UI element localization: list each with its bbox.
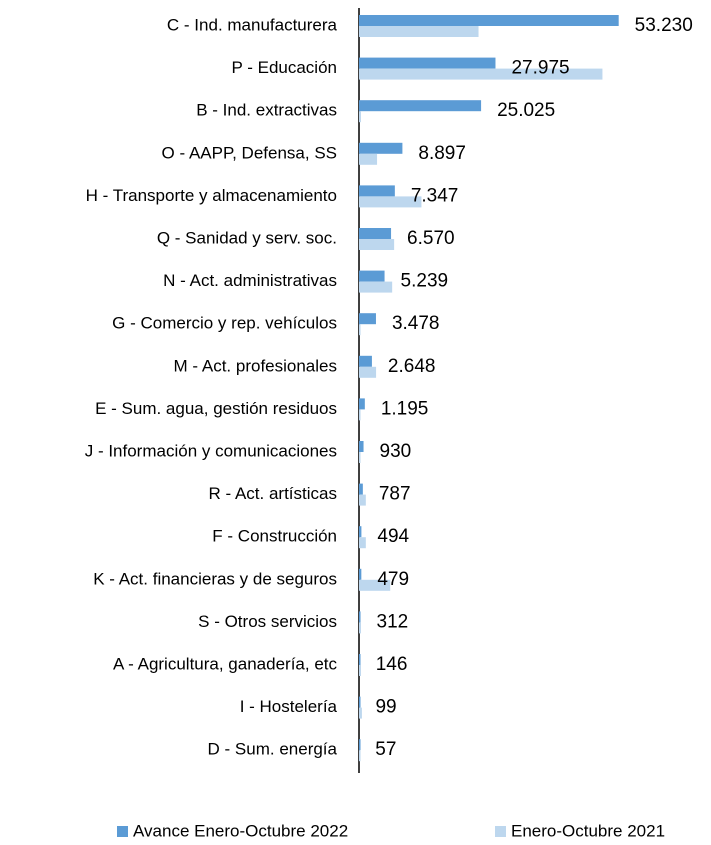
bar (359, 228, 392, 239)
bar (359, 452, 361, 463)
category-label: N - Act. administrativas (163, 271, 337, 290)
bar (359, 409, 361, 421)
value-label: 479 (377, 569, 409, 590)
bar (359, 611, 361, 623)
bar (359, 15, 619, 26)
bar (359, 239, 395, 250)
value-label: 930 (380, 441, 412, 462)
category-label: D - Sum. energía (208, 740, 338, 759)
bar (359, 111, 361, 123)
bar (359, 398, 365, 410)
category-label: Q - Sanidad y serv. soc. (157, 228, 337, 247)
category-label: R - Act. artísticas (209, 484, 337, 503)
value-label: 1.195 (381, 398, 429, 419)
category-label: O - AAPP, Defensa, SS (162, 143, 337, 162)
bar (359, 739, 361, 751)
category-label: K - Act. financieras y de seguros (93, 569, 337, 588)
legend-label: Enero-Octubre 2021 (511, 821, 665, 840)
bar (359, 270, 385, 282)
bar (359, 57, 496, 69)
value-label: 494 (377, 526, 409, 547)
value-label: 6.570 (407, 228, 455, 249)
bar (359, 494, 366, 506)
legend-swatch (117, 826, 128, 837)
bar (359, 324, 361, 336)
value-label: 787 (379, 484, 411, 505)
bar (359, 696, 361, 708)
value-label: 27.975 (511, 58, 569, 79)
value-label: 5.239 (401, 271, 449, 292)
bar (359, 537, 366, 549)
value-label: 312 (377, 611, 409, 632)
value-label: 25.025 (497, 100, 555, 121)
category-label: H - Transporte y almacenamiento (86, 186, 337, 205)
value-label: 53.230 (635, 15, 693, 36)
category-label: J - Información y comunicaciones (85, 441, 337, 460)
bar (359, 281, 393, 293)
bar (359, 153, 378, 165)
bar (359, 142, 403, 154)
value-label: 3.478 (392, 313, 440, 334)
bar (359, 568, 362, 580)
category-label: B - Ind. extractivas (196, 101, 337, 120)
bar (359, 654, 361, 665)
category-label: A - Agricultura, ganadería, etc (113, 654, 337, 673)
bar (359, 313, 376, 325)
bar (359, 196, 422, 208)
category-label: S - Otros servicios (198, 612, 337, 631)
value-label: 2.648 (388, 356, 436, 377)
value-label: 146 (376, 654, 408, 675)
legend-label: Avance Enero-Octubre 2022 (133, 821, 348, 840)
category-label: F - Construcción (212, 527, 337, 546)
bar (359, 100, 482, 112)
bar (359, 366, 377, 378)
value-label: 8.897 (418, 143, 466, 164)
bar (359, 526, 362, 538)
category-label: E - Sum. agua, gestión residuos (95, 399, 337, 418)
bar (359, 68, 603, 80)
value-label: 7.347 (411, 185, 459, 206)
category-label: C - Ind. manufacturera (167, 15, 338, 34)
bar (359, 185, 395, 197)
bar (359, 26, 479, 37)
category-label: P - Educación (231, 58, 337, 77)
bar (359, 579, 391, 591)
bar (359, 622, 361, 634)
category-label: M - Act. profesionales (174, 356, 337, 375)
bar (359, 750, 361, 762)
bar (359, 665, 361, 676)
value-label: 57 (375, 739, 396, 760)
bar (359, 483, 363, 495)
category-label: G - Comercio y rep. vehículos (112, 314, 337, 333)
bar (359, 441, 364, 452)
bar (359, 355, 372, 367)
category-label: I - Hostelería (240, 697, 338, 716)
legend-swatch (495, 826, 506, 837)
bar (359, 707, 362, 719)
value-label: 99 (375, 697, 396, 718)
